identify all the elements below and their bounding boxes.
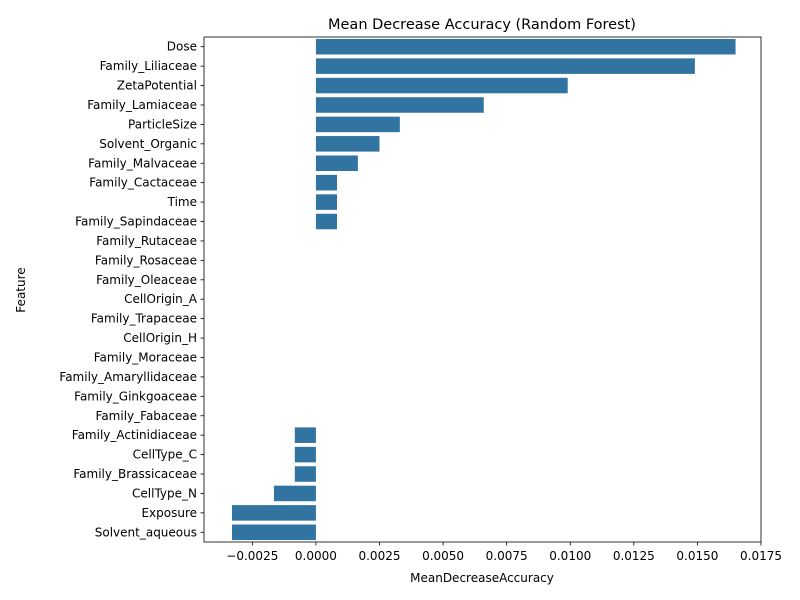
y-tick-label: Family_Brassicaceae bbox=[73, 467, 197, 481]
x-axis-label: MeanDecreaseAccuracy bbox=[410, 571, 554, 585]
chart-title: Mean Decrease Accuracy (Random Forest) bbox=[328, 17, 636, 33]
y-tick-label: Family_Trapaceae bbox=[91, 312, 197, 326]
bar bbox=[315, 97, 484, 113]
x-axis-ticks: −0.0025 0.0000 0.0025 0.0050 0.0075 0.0100 0.0… bbox=[226, 542, 782, 563]
y-tick-label: Family_Amaryllidaceae bbox=[59, 370, 197, 384]
x-tick-label: −0.0025 bbox=[226, 549, 278, 563]
y-tick-label: Family_Moraceae bbox=[94, 350, 197, 364]
y-tick-label: Family_Malvaceae bbox=[88, 156, 197, 170]
x-tick-label: 0.0125 bbox=[613, 549, 655, 563]
y-tick-label: Family_Oleaceae bbox=[96, 273, 197, 287]
x-tick-label: 0.0100 bbox=[549, 549, 591, 563]
y-axis-label: Feature bbox=[14, 267, 28, 312]
bar bbox=[294, 466, 316, 482]
y-tick-label: Family_Rutaceae bbox=[96, 234, 197, 248]
y-tick-label: Family_Fabaceae bbox=[96, 409, 197, 423]
bars bbox=[231, 38, 736, 541]
y-tick-label: CellOrigin_H bbox=[123, 331, 197, 345]
y-tick-label: CellType_N bbox=[132, 486, 197, 500]
x-tick-label: 0.0025 bbox=[358, 549, 400, 563]
y-tick-label: Family_Actinidiaceae bbox=[72, 428, 197, 442]
y-tick-label: Family_Ginkgoaceae bbox=[74, 389, 197, 403]
bar bbox=[273, 485, 316, 502]
x-tick-label: 0.0050 bbox=[422, 549, 464, 563]
y-tick-label: CellType_C bbox=[133, 448, 197, 462]
y-tick-label: Family_Cactaceae bbox=[89, 176, 197, 190]
y-axis-ticks: Dose Family_Liliaceae ZetaPotential Family_… bbox=[59, 40, 204, 539]
bar bbox=[294, 446, 316, 463]
bar bbox=[231, 524, 316, 541]
y-tick-label: ParticleSize bbox=[128, 117, 197, 131]
y-tick-label: Time bbox=[167, 195, 197, 209]
y-tick-label: Family_Lamiaceae bbox=[87, 98, 197, 112]
x-tick-label: 0.0175 bbox=[740, 549, 782, 563]
bar bbox=[315, 213, 338, 230]
y-tick-label: Solvent_aqueous bbox=[95, 525, 197, 539]
bar bbox=[315, 77, 568, 94]
bar bbox=[231, 505, 316, 521]
bar bbox=[315, 155, 358, 172]
plot-frame bbox=[203, 36, 762, 543]
y-tick-label: Exposure bbox=[141, 506, 197, 520]
x-tick-label: 0.0075 bbox=[486, 549, 528, 563]
y-tick-label: Dose bbox=[167, 40, 197, 54]
y-tick-label: ZetaPotential bbox=[117, 79, 197, 93]
x-tick-label: 0.0150 bbox=[676, 549, 718, 563]
bar bbox=[294, 427, 316, 443]
y-tick-label: Family_Liliaceae bbox=[100, 59, 197, 73]
y-tick-label: Family_Sapindaceae bbox=[75, 215, 197, 229]
y-tick-label: Solvent_Organic bbox=[99, 137, 197, 151]
bar bbox=[315, 136, 380, 152]
bar bbox=[315, 58, 695, 74]
bar bbox=[315, 38, 736, 55]
y-tick-label: Family_Rosaceae bbox=[95, 253, 197, 267]
bar bbox=[315, 194, 338, 210]
x-tick-label: 0.0000 bbox=[295, 549, 337, 563]
bar bbox=[315, 116, 400, 133]
y-tick-label: CellOrigin_A bbox=[124, 292, 198, 306]
bar bbox=[315, 174, 338, 191]
